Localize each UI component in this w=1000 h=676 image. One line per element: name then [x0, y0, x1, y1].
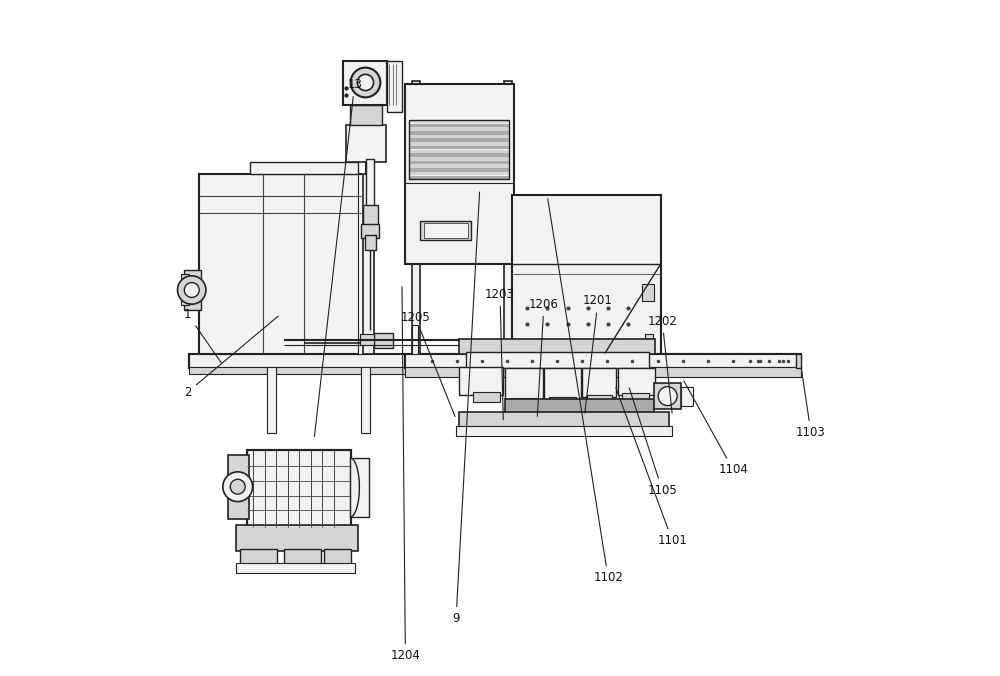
Bar [622, 393, 649, 402]
Text: 1205: 1205 [401, 311, 455, 416]
Bar [549, 397, 576, 406]
Bar [363, 205, 378, 226]
Bar [409, 131, 509, 135]
Bar [236, 525, 358, 551]
Bar [409, 139, 509, 142]
Text: 1104: 1104 [684, 381, 748, 477]
Bar [184, 270, 201, 310]
Bar [618, 368, 655, 395]
Circle shape [357, 74, 374, 91]
Bar [505, 412, 654, 420]
Bar [346, 125, 386, 162]
Bar [505, 399, 654, 414]
Bar [374, 333, 393, 348]
Bar [366, 159, 374, 206]
Bar [587, 395, 612, 404]
Bar [412, 325, 418, 354]
Bar [459, 339, 655, 354]
Bar [409, 146, 509, 149]
Text: 1103: 1103 [796, 368, 826, 439]
Text: 1204: 1204 [390, 287, 420, 662]
Circle shape [351, 68, 380, 97]
Bar [405, 354, 801, 368]
Circle shape [178, 276, 206, 304]
Text: 1102: 1102 [548, 199, 623, 585]
Bar [466, 352, 649, 368]
Bar [236, 563, 355, 573]
Bar [284, 549, 321, 564]
Bar [246, 450, 351, 527]
Text: 1206: 1206 [529, 297, 559, 416]
Text: 1: 1 [184, 308, 221, 363]
Bar [409, 168, 509, 172]
Bar [409, 127, 509, 131]
Text: 9: 9 [452, 192, 480, 625]
Bar [409, 157, 509, 161]
Bar [409, 164, 509, 168]
Bar [360, 334, 374, 345]
Bar [246, 450, 351, 527]
Bar [681, 387, 693, 406]
Bar [358, 174, 366, 354]
Bar [409, 153, 509, 157]
Text: 1203: 1203 [485, 287, 515, 420]
Text: 1101: 1101 [616, 388, 687, 548]
Bar [409, 176, 509, 179]
Bar [361, 367, 370, 433]
Bar [363, 174, 374, 354]
Bar [409, 161, 509, 164]
Bar [250, 162, 358, 174]
Bar [181, 274, 189, 305]
Bar [473, 392, 500, 402]
Bar [412, 81, 420, 368]
Bar [420, 221, 471, 240]
Text: 1105: 1105 [629, 388, 677, 497]
Bar [267, 367, 276, 433]
Bar [199, 174, 361, 354]
Bar [409, 120, 509, 179]
Bar [512, 195, 661, 354]
Bar [456, 426, 672, 436]
Bar [409, 124, 509, 127]
Bar [505, 368, 543, 400]
Bar [343, 61, 387, 105]
Bar [645, 334, 653, 346]
Bar [365, 114, 372, 174]
Bar [324, 549, 351, 564]
Circle shape [184, 283, 199, 297]
Bar [409, 120, 509, 123]
Text: 1201: 1201 [583, 294, 613, 413]
Bar [424, 223, 468, 238]
Bar [642, 284, 654, 301]
Text: 2: 2 [184, 316, 278, 399]
Bar [365, 235, 376, 250]
Bar [405, 367, 801, 377]
Bar [409, 142, 509, 146]
Circle shape [658, 387, 677, 406]
Bar [654, 383, 681, 409]
Bar [459, 412, 669, 427]
Bar [361, 224, 379, 238]
Text: 13: 13 [314, 78, 362, 437]
Bar [387, 61, 402, 112]
Circle shape [223, 472, 253, 502]
Bar [796, 354, 801, 368]
Bar [504, 81, 512, 368]
Bar [240, 549, 277, 564]
Bar [350, 458, 369, 517]
Text: 1202: 1202 [647, 314, 677, 413]
Bar [228, 455, 249, 519]
Bar [189, 367, 801, 374]
Bar [582, 368, 616, 397]
Bar [189, 354, 801, 368]
Bar [409, 172, 509, 176]
Bar [350, 105, 382, 125]
Bar [459, 367, 503, 395]
Bar [405, 84, 514, 264]
Bar [409, 149, 509, 153]
Bar [409, 135, 509, 139]
Circle shape [230, 479, 245, 494]
Bar [510, 398, 537, 407]
Bar [544, 368, 581, 399]
